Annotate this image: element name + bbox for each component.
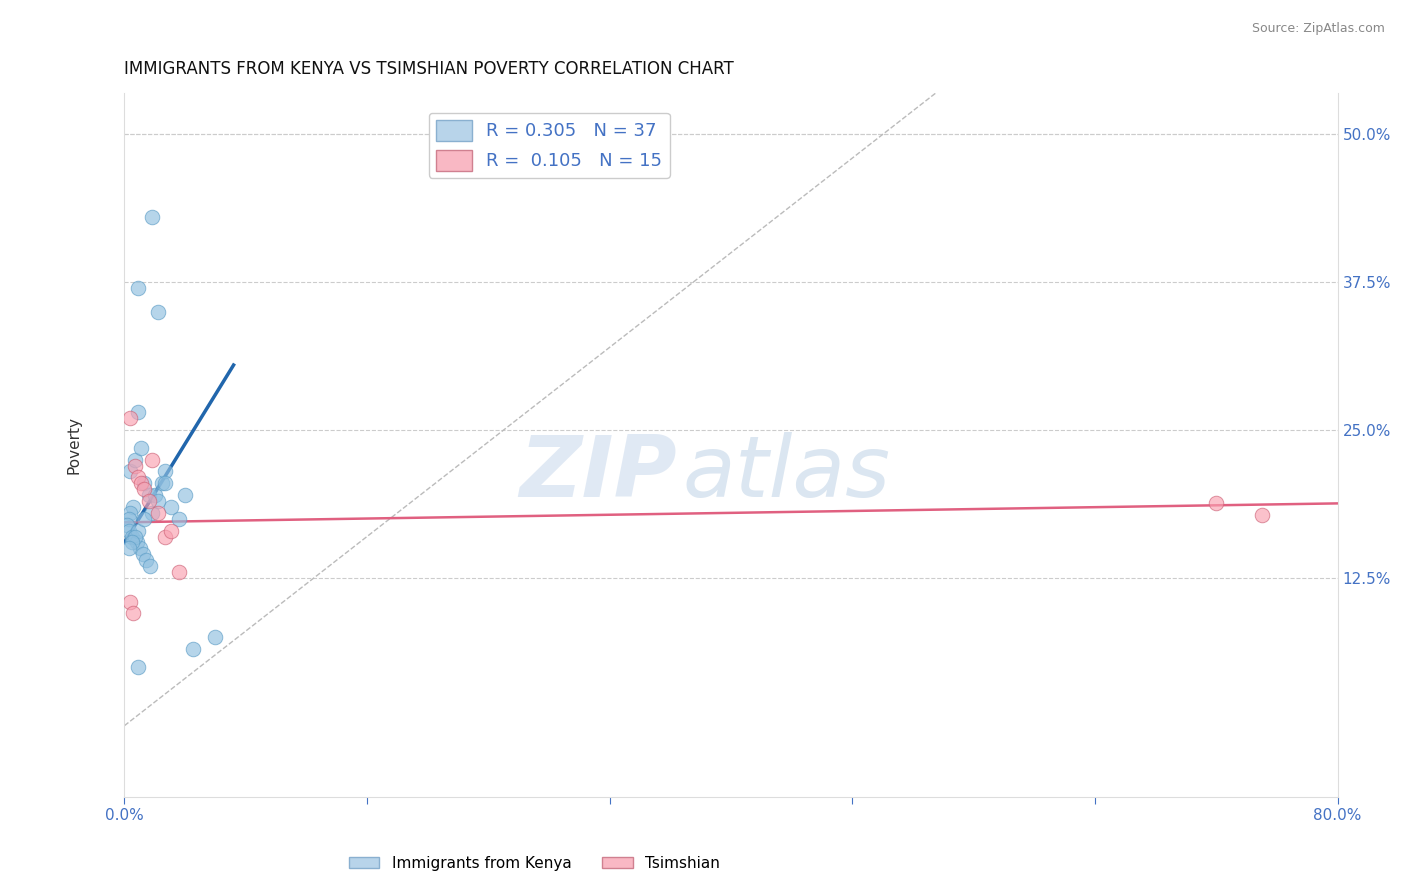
Point: [141, 211, 163, 225]
Point: [124, 529, 146, 543]
Point: [131, 547, 153, 561]
Point: [132, 482, 155, 496]
Point: [118, 512, 141, 526]
Legend: R = 0.305   N = 37, R =  0.105   N = 15: R = 0.305 N = 37, R = 0.105 N = 15: [429, 112, 669, 178]
Point: [146, 506, 169, 520]
Text: atlas: atlas: [682, 432, 890, 515]
Point: [120, 594, 142, 608]
Point: [138, 488, 160, 502]
Point: [141, 452, 163, 467]
Point: [127, 470, 149, 484]
Point: [132, 476, 155, 491]
Point: [128, 541, 150, 556]
Point: [122, 607, 145, 621]
Point: [121, 529, 143, 543]
Text: Source: ZipAtlas.com: Source: ZipAtlas.com: [1251, 22, 1385, 36]
Point: [1250, 508, 1272, 523]
Point: [127, 524, 149, 538]
Point: [129, 441, 152, 455]
Point: [125, 535, 148, 549]
Point: [1205, 496, 1227, 510]
Point: [160, 524, 183, 538]
Point: [141, 506, 163, 520]
Point: [122, 500, 145, 514]
Point: [167, 565, 190, 579]
Point: [181, 641, 204, 656]
Point: [139, 559, 162, 574]
Point: [129, 476, 152, 491]
Text: ZIP: ZIP: [519, 432, 676, 515]
Point: [124, 452, 146, 467]
Legend: Immigrants from Kenya, Tsimshian: Immigrants from Kenya, Tsimshian: [343, 850, 725, 877]
Point: [160, 500, 183, 514]
Point: [127, 659, 149, 673]
Point: [150, 476, 173, 491]
Point: [146, 305, 169, 319]
Point: [155, 529, 177, 543]
Point: [135, 553, 157, 567]
Point: [121, 535, 143, 549]
Point: [155, 476, 177, 491]
Y-axis label: Poverty: Poverty: [67, 416, 82, 474]
Point: [118, 524, 141, 538]
Point: [143, 488, 166, 502]
Text: IMMIGRANTS FROM KENYA VS TSIMSHIAN POVERTY CORRELATION CHART: IMMIGRANTS FROM KENYA VS TSIMSHIAN POVER…: [124, 60, 734, 78]
Point: [132, 512, 155, 526]
Point: [118, 541, 141, 556]
Point: [120, 506, 142, 520]
Point: [124, 458, 146, 473]
Point: [127, 405, 149, 419]
Point: [120, 465, 142, 479]
Point: [204, 630, 226, 644]
Point: [127, 281, 149, 295]
Point: [120, 411, 142, 425]
Point: [167, 512, 190, 526]
Point: [155, 465, 177, 479]
Point: [174, 488, 197, 502]
Point: [146, 494, 169, 508]
Point: [138, 494, 160, 508]
Point: [117, 517, 139, 532]
